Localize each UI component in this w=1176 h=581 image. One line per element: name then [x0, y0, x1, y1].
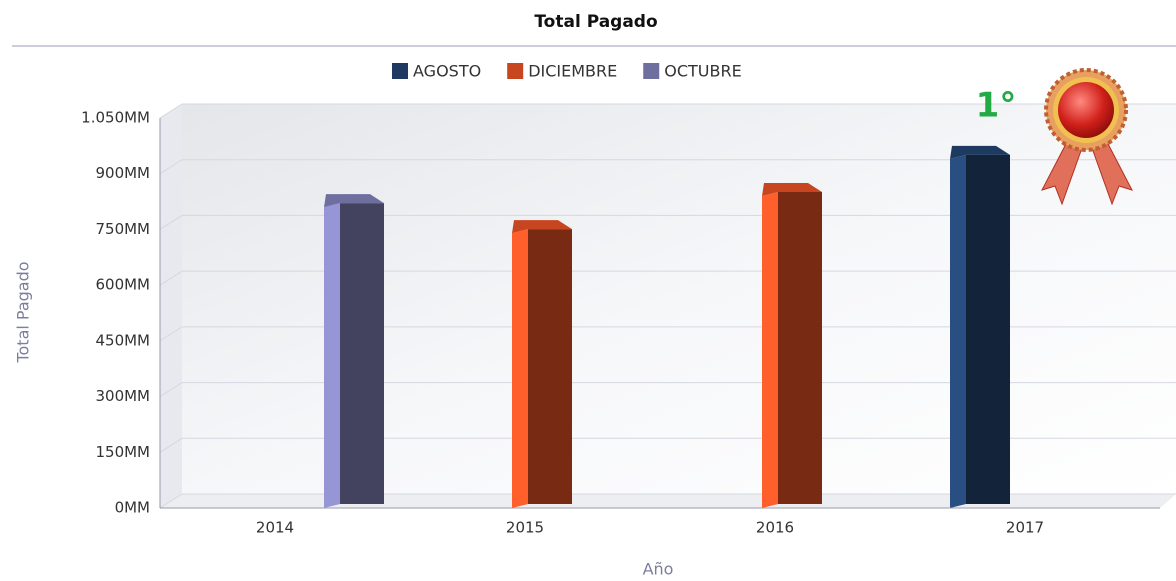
legend-label: OCTUBRE — [664, 62, 741, 81]
bar-top — [950, 145, 1010, 159]
legend: AGOSTO DICIEMBRE OCTUBRE — [392, 62, 742, 81]
bar — [966, 154, 1010, 504]
legend-swatch — [392, 63, 408, 79]
x-tick-label: 2014 — [256, 519, 294, 537]
bar-side — [950, 154, 966, 508]
y-tick-label: 750MM — [95, 220, 150, 238]
legend-swatch — [507, 63, 524, 79]
y-tick-label: 450MM — [95, 331, 150, 349]
y-tick-label: 1.050MM — [81, 109, 150, 127]
bar-top — [324, 194, 384, 208]
bar-side — [324, 203, 340, 508]
side-wall — [160, 104, 182, 508]
back-wall — [182, 104, 1176, 494]
y-tick-label: 600MM — [95, 276, 150, 294]
chart-title: Total Pagado — [534, 12, 657, 32]
y-tick-label: 900MM — [95, 164, 150, 182]
x-tick-label: 2015 — [506, 519, 544, 537]
y-tick-label: 150MM — [95, 443, 150, 461]
y-tick-label: 300MM — [95, 387, 150, 405]
grid-line — [159, 159, 1176, 175]
bar-side — [762, 192, 778, 508]
y-tick-label: 0MM — [115, 499, 150, 517]
bar — [528, 229, 572, 504]
grid — [159, 103, 1176, 509]
legend-label: AGOSTO — [413, 62, 481, 81]
grid-line — [159, 326, 1176, 342]
x-axis-title: Año — [643, 560, 674, 579]
grid-line — [159, 493, 1176, 509]
legend-swatch — [643, 63, 660, 79]
grid-line — [159, 270, 1176, 286]
y-axis-title: Total Pagado — [14, 261, 33, 363]
annotation: 1° — [976, 86, 1017, 126]
legend-label: DICIEMBRE — [528, 62, 617, 81]
x-tick-label: 2016 — [756, 519, 794, 537]
x-tick-label: 2017 — [1006, 519, 1044, 537]
bar — [778, 192, 822, 504]
bar-side — [512, 229, 528, 508]
bars — [324, 145, 1010, 508]
grid-line — [159, 103, 1176, 119]
bar-top — [512, 220, 572, 234]
grid-line — [159, 382, 1176, 397]
grid-line — [159, 437, 1176, 453]
grid-line — [159, 214, 1176, 230]
bar — [340, 203, 384, 504]
bar-top — [762, 183, 822, 196]
floor — [160, 494, 1176, 508]
medal-icon — [1041, 68, 1133, 206]
